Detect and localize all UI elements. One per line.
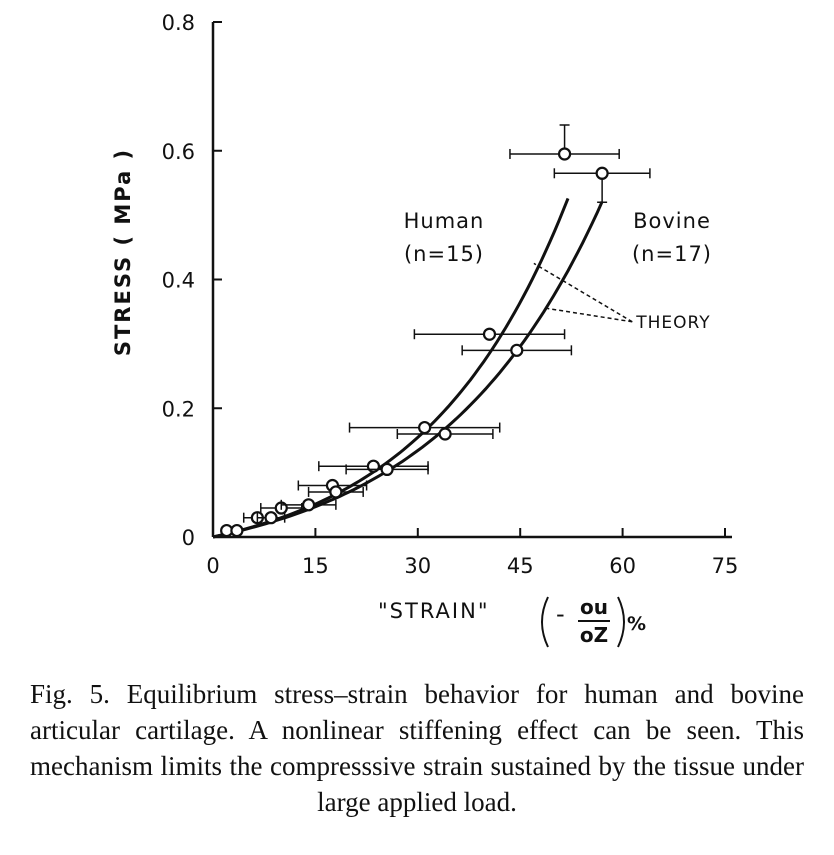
y-tick-label-1: 0.2 bbox=[162, 397, 195, 421]
x-tick-label-0: 0 bbox=[206, 554, 219, 578]
series-1-point-5 bbox=[396, 427, 494, 441]
series-0-point-5 bbox=[348, 420, 501, 435]
data-point-marker bbox=[482, 327, 497, 341]
annotation-pointer-0-1 bbox=[547, 307, 633, 323]
series-label-0-line-0: Human bbox=[404, 209, 485, 233]
x-label-prefix: "STRAIN" bbox=[378, 599, 489, 623]
y-axis-label: STRESS ( MPa ) bbox=[111, 148, 135, 356]
x-tick-label-4: 60 bbox=[609, 554, 636, 578]
series-0-point-7 bbox=[509, 124, 620, 161]
data-point-marker bbox=[557, 147, 572, 161]
series-label-0-line-1: (n=15) bbox=[404, 242, 484, 266]
series-1-point-1 bbox=[256, 511, 286, 525]
x-label-numerator: ou bbox=[580, 595, 608, 619]
stress-strain-chart: 0 15 30 45 60 75 0 0.2 0.4 0.6 0.8 Human (n=15) Bovi… bbox=[111, 11, 739, 648]
x-label-right-paren bbox=[617, 596, 625, 648]
series-1-point-6 bbox=[461, 343, 573, 357]
axis-ticks: 0 15 30 45 60 75 0 0.2 0.4 0.6 0.8 bbox=[162, 11, 739, 578]
figure-caption: Fig. 5. Equilibrium stress–strain behavi… bbox=[30, 679, 804, 817]
data-point-marker bbox=[380, 462, 394, 477]
data-point-marker bbox=[438, 427, 452, 441]
series-1-point-4 bbox=[345, 462, 429, 477]
x-tick-label-1: 15 bbox=[302, 554, 329, 578]
x-tick-label-3: 45 bbox=[507, 554, 534, 578]
y-tick-label-2: 0.4 bbox=[162, 269, 195, 293]
series-labels: Human (n=15) Bovine (n=17) bbox=[404, 209, 712, 266]
series-1-point-0 bbox=[230, 523, 244, 538]
x-tick-label-2: 30 bbox=[404, 554, 431, 578]
series-label-1-line-0: Bovine bbox=[633, 209, 711, 233]
data-points bbox=[220, 124, 651, 538]
y-tick-label-4: 0.8 bbox=[162, 11, 195, 35]
x-tick-label-5: 75 bbox=[712, 554, 739, 578]
series-1-point-2 bbox=[280, 498, 337, 512]
series-1-point-7 bbox=[553, 166, 651, 203]
theory-curve-0 bbox=[212, 197, 570, 539]
series-0-point-6 bbox=[413, 327, 566, 341]
annotation-label-0: THEORY bbox=[635, 313, 710, 333]
series-1-point-3 bbox=[307, 485, 364, 499]
series-label-1-line-1: (n=17) bbox=[632, 242, 712, 266]
data-point-marker bbox=[301, 498, 316, 512]
data-point-marker bbox=[264, 511, 278, 525]
data-point-marker bbox=[510, 343, 524, 357]
y-tick-label-0: 0 bbox=[182, 526, 195, 550]
theory-curve-1 bbox=[212, 201, 604, 539]
data-point-marker bbox=[418, 420, 432, 435]
annotations: THEORY bbox=[533, 262, 710, 333]
data-point-marker bbox=[230, 523, 244, 538]
annotation-pointer-0-0 bbox=[533, 262, 633, 323]
x-axis-label: "STRAIN" - ou oZ % bbox=[378, 595, 646, 648]
y-tick-label-3: 0.6 bbox=[162, 140, 195, 164]
x-label-suffix: % bbox=[627, 613, 646, 635]
data-point-marker bbox=[595, 166, 609, 180]
data-point-marker bbox=[329, 485, 343, 499]
x-label-minus: - bbox=[556, 600, 565, 628]
x-label-denominator: oZ bbox=[580, 623, 608, 647]
x-label-left-paren bbox=[541, 596, 549, 648]
